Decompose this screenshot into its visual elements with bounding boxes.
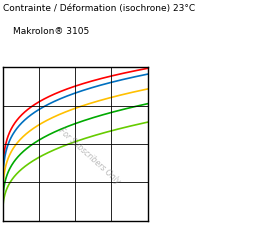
- Text: Makrolon® 3105: Makrolon® 3105: [13, 27, 89, 36]
- Text: Contrainte / Déformation (isochrone) 23°C: Contrainte / Déformation (isochrone) 23°…: [3, 4, 195, 13]
- Text: For Subscribers Only: For Subscribers Only: [57, 126, 122, 186]
